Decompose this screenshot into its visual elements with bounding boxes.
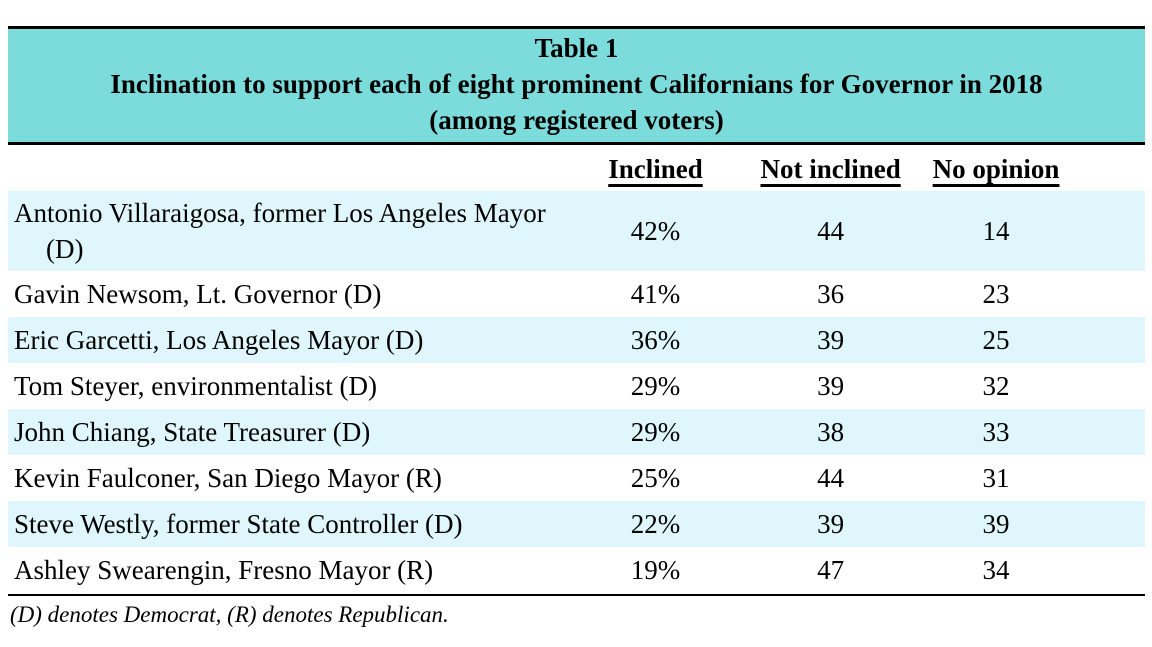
header-spacer	[1079, 145, 1145, 191]
no-opinion-value: 33	[913, 409, 1080, 455]
inclined-value: 29%	[630, 371, 681, 401]
column-header-inclined: Inclined	[563, 145, 748, 191]
column-header-not-inclined: Not inclined	[748, 145, 913, 191]
table-row: Steve Westly, former State Controller (D…	[8, 501, 1145, 547]
row-spacer	[1079, 409, 1145, 455]
row-spacer	[1079, 455, 1145, 501]
not-inclined-value: 44	[817, 463, 845, 493]
candidate-name: Steve Westly, former State Controller (D…	[8, 501, 563, 547]
inclined-value: 29%	[562, 409, 749, 455]
not-inclined-value: 36	[817, 279, 845, 309]
table-row: Eric Garcetti, Los Angeles Mayor (D) 36%…	[8, 317, 1145, 363]
not-inclined-value: 39	[748, 501, 914, 547]
column-header-row: Inclined Not inclined No opinion	[8, 145, 1145, 191]
row-spacer	[1079, 191, 1145, 271]
row-spacer	[1079, 363, 1145, 409]
poll-results-table: Inclined Not inclined No opinion Antonio…	[8, 145, 1145, 593]
not-inclined-value: 44	[748, 191, 914, 271]
no-opinion-value: 39	[913, 501, 1080, 547]
candidate-name: Eric Garcetti, Los Angeles Mayor (D)	[8, 317, 563, 363]
table-number: Table 1	[534, 33, 619, 63]
not-inclined-value: 39	[748, 317, 914, 363]
no-opinion-value: 14	[913, 191, 1080, 271]
table-title-band: Table 1 Inclination to support each of e…	[8, 26, 1145, 145]
inclined-value: 25%	[630, 463, 681, 493]
candidate-name: Gavin Newsom, Lt. Governor (D)	[14, 279, 382, 309]
candidate-name: Tom Steyer, environmentalist (D)	[14, 371, 377, 401]
table-row: Gavin Newsom, Lt. Governor (D) 41% 36 23	[8, 271, 1145, 317]
table-row: Tom Steyer, environmentalist (D) 29% 39 …	[8, 363, 1145, 409]
table-row: Kevin Faulconer, San Diego Mayor (R) 25%…	[8, 455, 1145, 501]
candidate-column-header	[8, 145, 563, 191]
row-spacer	[1079, 271, 1145, 317]
inclined-value: 42%	[562, 191, 749, 271]
no-opinion-value: 23	[982, 279, 1010, 309]
column-header-no-opinion-label: No opinion	[932, 154, 1060, 184]
footnote: (D) denotes Democrat, (R) denotes Republ…	[10, 602, 449, 627]
candidate-name: Antonio Villaraigosa, former Los Angeles…	[8, 191, 563, 271]
inclined-value: 19%	[630, 555, 681, 585]
table-row: Antonio Villaraigosa, former Los Angeles…	[8, 191, 1145, 271]
candidate-name: John Chiang, State Treasurer (D)	[8, 409, 563, 455]
inclined-value: 36%	[562, 317, 749, 363]
not-inclined-value: 39	[817, 371, 845, 401]
no-opinion-value: 25	[913, 317, 1080, 363]
row-spacer	[1079, 547, 1145, 593]
table-row: Ashley Swearengin, Fresno Mayor (R) 19% …	[8, 547, 1145, 593]
no-opinion-value: 32	[982, 371, 1010, 401]
no-opinion-value: 31	[982, 463, 1010, 493]
table-row: John Chiang, State Treasurer (D) 29% 38 …	[8, 409, 1145, 455]
candidate-name: Kevin Faulconer, San Diego Mayor (R)	[14, 463, 442, 493]
not-inclined-value: 38	[748, 409, 914, 455]
candidate-name: Ashley Swearengin, Fresno Mayor (R)	[14, 555, 434, 585]
no-opinion-value: 34	[982, 555, 1010, 585]
footnote-divider	[8, 594, 1145, 596]
not-inclined-value: 47	[817, 555, 845, 585]
row-spacer	[1079, 501, 1145, 547]
report-page: Table 1 Inclination to support each of e…	[8, 26, 1145, 630]
row-spacer	[1079, 317, 1145, 363]
column-header-no-opinion: No opinion	[913, 145, 1079, 191]
table-title: Inclination to support each of eight pro…	[110, 69, 1043, 99]
table-subtitle: (among registered voters)	[429, 105, 724, 135]
inclined-value: 22%	[562, 501, 749, 547]
inclined-value: 41%	[630, 279, 681, 309]
column-header-not-inclined-label: Not inclined	[760, 154, 901, 184]
column-header-inclined-label: Inclined	[608, 154, 703, 184]
